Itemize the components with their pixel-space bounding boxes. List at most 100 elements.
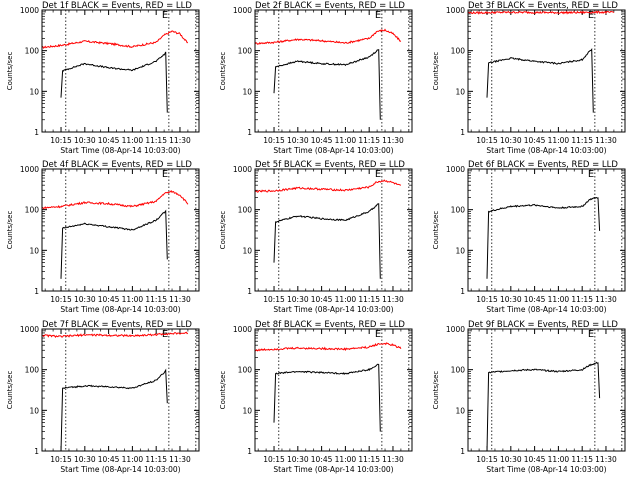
y-tick-label: 10 (455, 246, 465, 255)
x-tick-label: 10:45 (311, 455, 333, 464)
x-tick-label: 11:00 (335, 455, 357, 464)
event-marker: E (162, 10, 168, 21)
y-tick-label: 10 (29, 87, 39, 96)
y-tick-label: 1000 (446, 325, 465, 334)
y-axis-label: Counts/sec (6, 371, 14, 410)
y-tick-label: 1000 (233, 165, 252, 174)
events-series-line (486, 361, 601, 452)
x-tick-label: 11:30 (382, 295, 404, 304)
plot-frame (254, 9, 413, 133)
y-tick-label: 1 (247, 447, 252, 456)
x-tick-label: 11:00 (122, 136, 144, 145)
y-axis-label: Counts/sec (432, 52, 440, 91)
y-tick-label: 1 (460, 447, 465, 456)
events-series-line (60, 209, 168, 279)
plot-frame (467, 168, 626, 292)
x-tick-label: 11:30 (595, 136, 617, 145)
x-tick-label: 11:00 (548, 295, 570, 304)
events-series-line (273, 49, 381, 120)
lld-series-line (254, 179, 402, 193)
event-marker: E (162, 169, 168, 180)
y-tick-label: 1000 (446, 6, 465, 15)
x-tick-label: 11:30 (382, 455, 404, 464)
panel-det-7: Det 7f BLACK = Events, RED = LLD Counts/s… (6, 320, 200, 474)
x-tick-label: 10:45 (311, 295, 333, 304)
y-tick-label: 1000 (233, 325, 252, 334)
x-tick-label: 11:30 (595, 295, 617, 304)
y-tick-label: 10 (455, 87, 465, 96)
y-tick-label: 10 (29, 246, 39, 255)
x-tick-label: 11:00 (122, 295, 144, 304)
events-series-line (486, 196, 601, 279)
x-tick-label: 11:30 (169, 136, 191, 145)
y-axis-label: Counts/sec (6, 52, 14, 91)
x-tick-label: 10:15 (50, 455, 72, 464)
x-tick-label: 11:00 (548, 455, 570, 464)
x-tick-label: 10:15 (263, 295, 285, 304)
y-tick-label: 10 (29, 406, 39, 415)
panel-title: Det 8f BLACK = Events, RED = LLD (255, 320, 405, 330)
x-tick-label: 10:45 (98, 136, 120, 145)
panel-det-1: Det 1f BLACK = Events, RED = LLD Counts/s… (6, 1, 200, 155)
x-tick-label: 10:45 (524, 455, 546, 464)
x-axis-label: Start Time (08-Apr-14 10:03:00) (486, 146, 606, 155)
x-tick-label: 10:15 (50, 136, 72, 145)
x-axis-label: Start Time (08-Apr-14 10:03:00) (273, 146, 393, 155)
x-axis-label: Start Time (08-Apr-14 10:03:00) (486, 465, 606, 474)
x-tick-label: 11:15 (358, 136, 380, 145)
x-tick-label: 11:15 (571, 136, 593, 145)
plot-frame (467, 328, 626, 452)
panel-title: Det 3f BLACK = Events, RED = LLD (468, 1, 618, 11)
panel-title: Det 6f BLACK = Events, RED = LLD (468, 160, 618, 170)
y-tick-label: 100 (25, 206, 40, 215)
x-tick-label: 10:30 (287, 455, 309, 464)
lld-series-line (41, 189, 189, 210)
y-tick-label: 10 (242, 246, 252, 255)
y-axis-label: Counts/sec (6, 211, 14, 250)
y-tick-label: 1 (34, 287, 39, 296)
panel-det-5: Det 5f BLACK = Events, RED = LLD Counts/s… (219, 160, 413, 314)
y-tick-label: 100 (451, 206, 466, 215)
y-axis-label: Counts/sec (432, 371, 440, 410)
panel-det-2: Det 2f BLACK = Events, RED = LLD Counts/s… (219, 1, 413, 155)
x-tick-label: 11:15 (358, 295, 380, 304)
x-tick-label: 11:30 (169, 455, 191, 464)
lld-series-line (41, 30, 188, 49)
x-tick-label: 11:30 (382, 136, 404, 145)
x-tick-label: 11:00 (548, 136, 570, 145)
y-axis-label: Counts/sec (219, 52, 227, 91)
panel-title: Det 1f BLACK = Events, RED = LLD (42, 1, 192, 11)
x-tick-label: 11:15 (145, 455, 167, 464)
x-tick-label: 10:30 (74, 295, 96, 304)
x-tick-label: 10:15 (476, 295, 498, 304)
x-tick-label: 10:30 (287, 136, 309, 145)
y-tick-label: 1000 (20, 165, 39, 174)
event-marker: E (375, 169, 381, 180)
x-axis-label: Start Time (08-Apr-14 10:03:00) (273, 305, 393, 314)
events-series-line (60, 368, 168, 452)
plot-frame (254, 168, 413, 292)
y-tick-label: 1 (460, 287, 465, 296)
lld-series-line (467, 10, 615, 15)
x-tick-label: 11:15 (145, 295, 167, 304)
panel-det-8: Det 8f BLACK = Events, RED = LLD Counts/s… (219, 320, 413, 474)
y-tick-label: 10 (455, 406, 465, 415)
event-marker: E (588, 329, 594, 340)
y-tick-label: 10 (242, 87, 252, 96)
plot-frame (41, 168, 200, 292)
y-tick-label: 1 (460, 128, 465, 137)
x-tick-label: 11:15 (571, 295, 593, 304)
y-axis-label: Counts/sec (432, 211, 440, 250)
x-tick-label: 10:15 (50, 295, 72, 304)
x-tick-label: 10:45 (98, 455, 120, 464)
events-series-line (60, 51, 168, 113)
event-marker: E (588, 10, 594, 21)
x-tick-label: 10:30 (500, 136, 522, 145)
panel-det-4: Det 4f BLACK = Events, RED = LLD Counts/s… (6, 160, 200, 314)
panel-title: Det 7f BLACK = Events, RED = LLD (42, 320, 192, 330)
y-tick-label: 100 (238, 206, 253, 215)
lld-series-line (254, 28, 402, 45)
x-axis-label: Start Time (08-Apr-14 10:03:00) (273, 465, 393, 474)
lld-series-line (41, 331, 189, 338)
